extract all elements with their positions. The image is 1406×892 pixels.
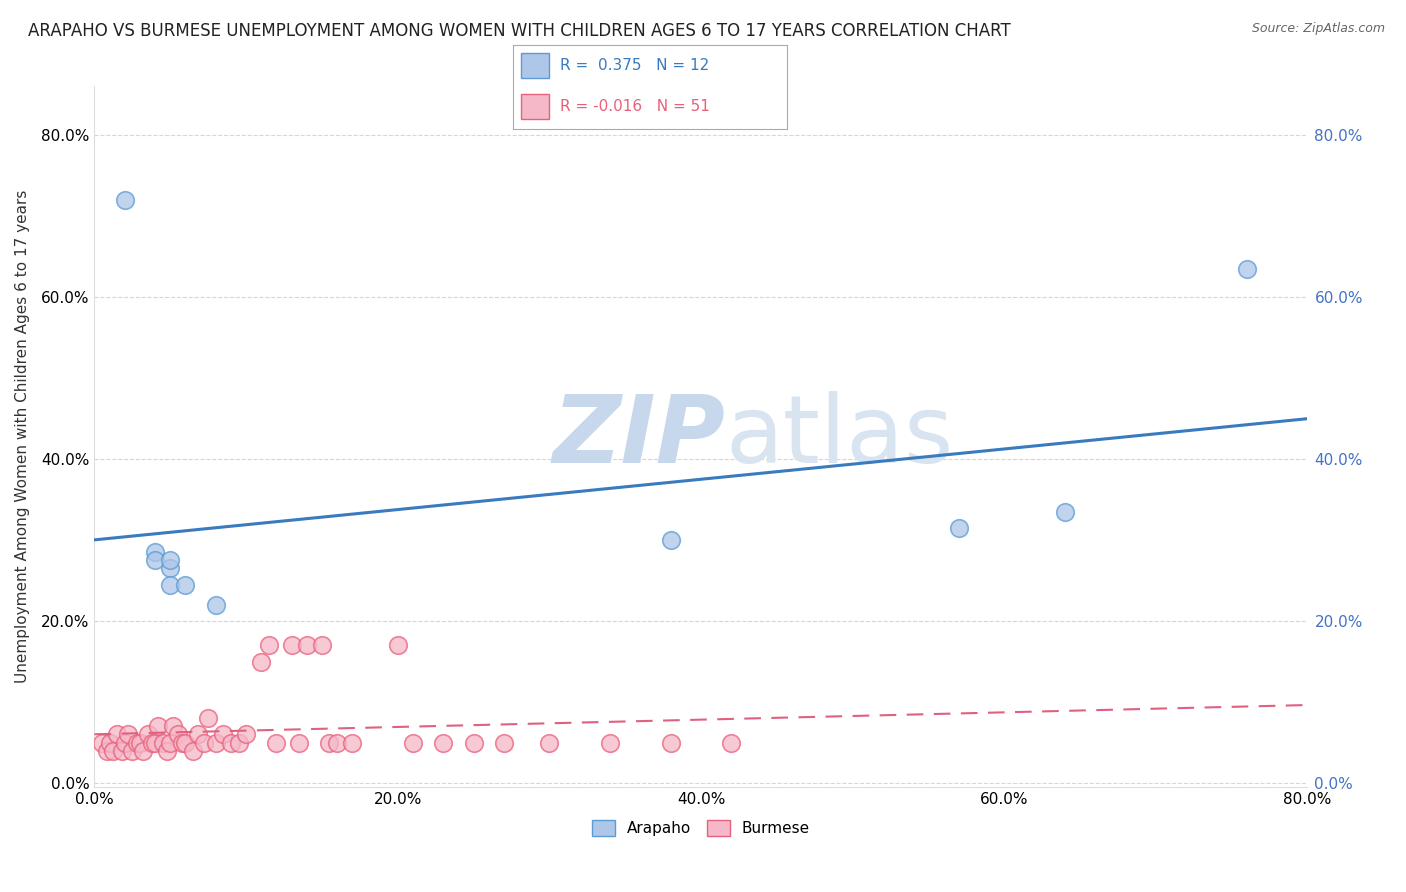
Text: atlas: atlas bbox=[725, 391, 953, 483]
Point bbox=[295, 639, 318, 653]
Point bbox=[948, 521, 970, 535]
Point bbox=[492, 735, 515, 749]
Point bbox=[1053, 505, 1076, 519]
Point bbox=[342, 735, 364, 749]
Point bbox=[174, 577, 197, 591]
Point bbox=[266, 735, 288, 749]
Point bbox=[228, 735, 250, 749]
Point bbox=[288, 735, 311, 749]
Y-axis label: Unemployment Among Women with Children Ages 6 to 17 years: Unemployment Among Women with Children A… bbox=[15, 190, 30, 683]
Point bbox=[219, 735, 242, 749]
Point bbox=[159, 561, 181, 575]
Point bbox=[117, 727, 139, 741]
Point bbox=[152, 735, 174, 749]
Point bbox=[105, 727, 128, 741]
Point bbox=[114, 735, 136, 749]
Point bbox=[204, 735, 226, 749]
Point bbox=[143, 553, 166, 567]
Point bbox=[156, 744, 179, 758]
Point bbox=[720, 735, 742, 749]
Point bbox=[212, 727, 235, 741]
Point bbox=[143, 545, 166, 559]
Point bbox=[402, 735, 425, 749]
Point bbox=[204, 598, 226, 612]
Point bbox=[187, 727, 209, 741]
Point bbox=[463, 735, 485, 749]
Point bbox=[193, 735, 215, 749]
Point bbox=[91, 735, 114, 749]
Point bbox=[159, 735, 181, 749]
Point bbox=[599, 735, 621, 749]
Text: Source: ZipAtlas.com: Source: ZipAtlas.com bbox=[1251, 22, 1385, 36]
Point bbox=[538, 735, 561, 749]
Point bbox=[132, 744, 155, 758]
Point bbox=[159, 577, 181, 591]
Point bbox=[326, 735, 349, 749]
Point bbox=[162, 719, 184, 733]
Point bbox=[136, 727, 159, 741]
Point bbox=[159, 553, 181, 567]
Point bbox=[167, 727, 190, 741]
Point bbox=[172, 735, 194, 749]
Point bbox=[311, 639, 333, 653]
Point bbox=[101, 744, 124, 758]
Point bbox=[114, 193, 136, 207]
Point bbox=[387, 639, 409, 653]
Point bbox=[250, 655, 273, 669]
Point bbox=[432, 735, 454, 749]
Point bbox=[257, 639, 280, 653]
Point bbox=[197, 711, 219, 725]
Point bbox=[146, 719, 169, 733]
Point bbox=[318, 735, 340, 749]
Point bbox=[96, 744, 118, 758]
Point bbox=[125, 735, 148, 749]
Point bbox=[1236, 261, 1258, 276]
Point bbox=[174, 735, 197, 749]
Point bbox=[235, 727, 257, 741]
Point bbox=[659, 735, 682, 749]
Text: ZIP: ZIP bbox=[553, 391, 725, 483]
Point bbox=[141, 735, 163, 749]
Point bbox=[98, 735, 121, 749]
Point bbox=[111, 744, 134, 758]
Point bbox=[121, 744, 143, 758]
FancyBboxPatch shape bbox=[522, 94, 548, 120]
Text: R = -0.016   N = 51: R = -0.016 N = 51 bbox=[560, 99, 710, 114]
Point bbox=[143, 735, 166, 749]
Text: R =  0.375   N = 12: R = 0.375 N = 12 bbox=[560, 58, 709, 73]
Legend: Arapaho, Burmese: Arapaho, Burmese bbox=[586, 814, 815, 843]
Point bbox=[659, 533, 682, 547]
Point bbox=[280, 639, 302, 653]
Point bbox=[129, 735, 152, 749]
Text: ARAPAHO VS BURMESE UNEMPLOYMENT AMONG WOMEN WITH CHILDREN AGES 6 TO 17 YEARS COR: ARAPAHO VS BURMESE UNEMPLOYMENT AMONG WO… bbox=[28, 22, 1011, 40]
Point bbox=[181, 744, 204, 758]
FancyBboxPatch shape bbox=[522, 54, 548, 78]
